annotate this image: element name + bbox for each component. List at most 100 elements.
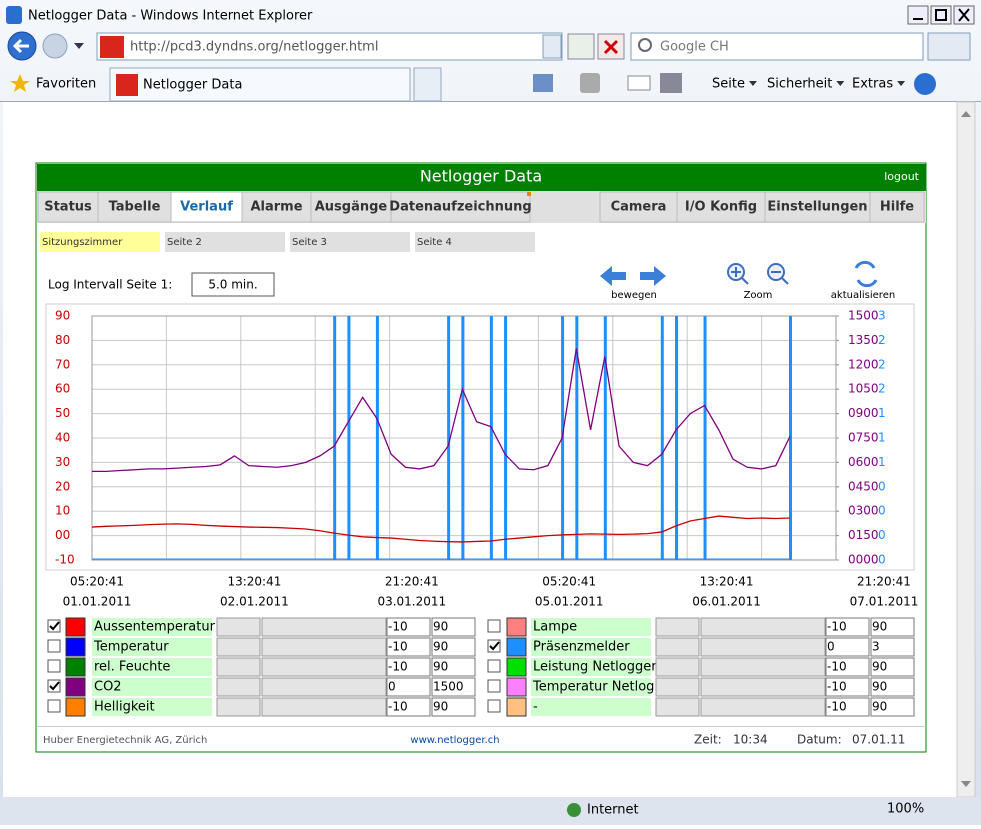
- feeds-button[interactable]: [580, 73, 600, 93]
- max-field[interactable]: [431, 657, 476, 677]
- max-field[interactable]: [431, 697, 476, 717]
- address-bar[interactable]: [96, 32, 563, 61]
- max-value[interactable]: 90: [872, 700, 887, 714]
- page-tab-label[interactable]: Seite 3: [292, 237, 327, 248]
- min-field[interactable]: [386, 617, 431, 637]
- max-value[interactable]: 90: [872, 680, 887, 694]
- max-field[interactable]: [431, 617, 476, 637]
- menu-item[interactable]: Extras: [852, 77, 893, 92]
- min-field[interactable]: [825, 697, 870, 717]
- color-swatch[interactable]: [506, 617, 527, 637]
- website-link[interactable]: www.netlogger.ch: [410, 735, 499, 746]
- search-placeholder[interactable]: Google CH: [660, 40, 729, 55]
- tab[interactable]: [241, 191, 312, 223]
- max-field[interactable]: [431, 677, 476, 697]
- min-value[interactable]: 0: [388, 680, 396, 694]
- min-field[interactable]: [825, 657, 870, 677]
- max-value[interactable]: 90: [433, 640, 448, 654]
- page-tab[interactable]: [415, 232, 535, 252]
- tab-label[interactable]: Ausgänge: [315, 200, 388, 215]
- min-field[interactable]: [386, 697, 431, 717]
- refresh-icon[interactable]: [854, 260, 878, 288]
- color-swatch[interactable]: [65, 697, 86, 717]
- max-field[interactable]: [431, 637, 476, 657]
- checkbox[interactable]: [47, 699, 61, 713]
- min-value[interactable]: -10: [827, 700, 847, 714]
- help-button[interactable]: [914, 73, 936, 95]
- search-box[interactable]: [630, 32, 924, 61]
- url[interactable]: http://pcd3.dyndns.org/netlogger.html: [130, 40, 378, 55]
- scrollbar[interactable]: [956, 101, 976, 798]
- tab-label[interactable]: I/O Konfig: [685, 200, 757, 215]
- log-interval-field[interactable]: [191, 272, 275, 297]
- min-field[interactable]: [386, 637, 431, 657]
- max-field[interactable]: [870, 677, 915, 697]
- page-tab-label[interactable]: Seite 2: [167, 237, 202, 248]
- max-field[interactable]: [870, 657, 915, 677]
- page-tab-label[interactable]: Seite 4: [417, 237, 452, 248]
- tab[interactable]: [599, 191, 678, 223]
- tab[interactable]: [170, 191, 243, 223]
- menu-item[interactable]: Sicherheit: [767, 77, 832, 92]
- checkbox[interactable]: [487, 699, 501, 713]
- max-value[interactable]: 90: [872, 660, 887, 674]
- tab[interactable]: [310, 191, 392, 223]
- min-value[interactable]: -10: [388, 620, 408, 634]
- tab-label[interactable]: Hilfe: [880, 200, 914, 215]
- min-value[interactable]: -10: [827, 680, 847, 694]
- min-field[interactable]: [825, 637, 870, 657]
- max-value[interactable]: 1500: [433, 680, 464, 694]
- min-value[interactable]: -10: [827, 620, 847, 634]
- color-swatch[interactable]: [65, 637, 86, 657]
- maximize[interactable]: [930, 5, 952, 25]
- max-value[interactable]: 90: [433, 700, 448, 714]
- checkbox[interactable]: [47, 639, 61, 653]
- caption-buttons[interactable]: [907, 5, 975, 25]
- max-value[interactable]: 90: [872, 620, 887, 634]
- min-field[interactable]: [386, 677, 431, 697]
- stop-button[interactable]: [597, 33, 625, 60]
- min-value[interactable]: -10: [388, 660, 408, 674]
- tab[interactable]: [97, 191, 172, 223]
- browser-tab[interactable]: [109, 67, 411, 102]
- page-tab-label[interactable]: Sitzungszimmer: [42, 237, 123, 248]
- tab-label[interactable]: Einstellungen: [767, 200, 867, 215]
- page-tab[interactable]: [40, 232, 160, 252]
- max-field[interactable]: [870, 617, 915, 637]
- log-interval-value[interactable]: 5.0 min.: [208, 278, 257, 292]
- checkbox[interactable]: [487, 679, 501, 693]
- favorites-button[interactable]: Favoriten: [36, 77, 96, 92]
- max-value[interactable]: 3: [872, 640, 880, 654]
- tab-label[interactable]: Datenaufzeichnung: [389, 200, 531, 215]
- min-value[interactable]: -10: [388, 700, 408, 714]
- new-tab[interactable]: [413, 67, 442, 102]
- color-swatch[interactable]: [65, 657, 86, 677]
- min-field[interactable]: [386, 657, 431, 677]
- tab-label[interactable]: Alarme: [250, 200, 302, 215]
- color-swatch[interactable]: [506, 637, 527, 657]
- min-field[interactable]: [825, 617, 870, 637]
- max-field[interactable]: [870, 697, 915, 717]
- color-swatch[interactable]: [506, 697, 527, 717]
- move-left[interactable]: [600, 266, 626, 286]
- logout-link[interactable]: logout: [884, 170, 919, 183]
- minimize[interactable]: [907, 5, 929, 25]
- color-swatch[interactable]: [65, 677, 86, 697]
- print-button[interactable]: [660, 73, 682, 93]
- color-swatch[interactable]: [65, 617, 86, 637]
- tab-label[interactable]: Tabelle: [109, 200, 161, 215]
- page-tab[interactable]: [290, 232, 410, 252]
- mail-button[interactable]: [627, 75, 651, 91]
- min-value[interactable]: -10: [388, 640, 408, 654]
- tab-label[interactable]: Camera: [611, 200, 667, 215]
- page-tab[interactable]: [165, 232, 285, 252]
- address-dropdown[interactable]: [542, 34, 562, 59]
- tab-label[interactable]: Status: [44, 200, 92, 215]
- min-value[interactable]: 0: [827, 640, 835, 654]
- tab[interactable]: [676, 191, 766, 223]
- color-swatch[interactable]: [506, 657, 527, 677]
- home-button[interactable]: [533, 74, 553, 92]
- tab[interactable]: [37, 191, 99, 223]
- tab[interactable]: [390, 191, 531, 223]
- zoom-level[interactable]: 100%: [887, 802, 924, 817]
